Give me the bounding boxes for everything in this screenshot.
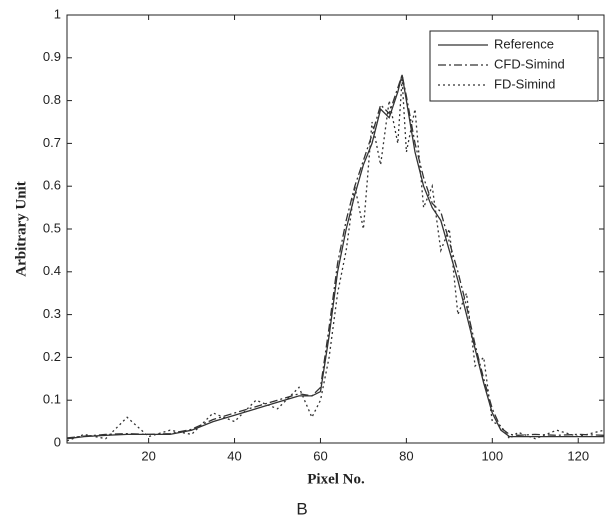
x-axis-label: Pixel No. bbox=[307, 471, 365, 487]
y-tick-label: 0.1 bbox=[43, 392, 61, 407]
legend-label: CFD-Simind bbox=[494, 56, 565, 71]
data-line bbox=[66, 79, 605, 442]
y-axis-label: Arbitrary Unit bbox=[13, 181, 29, 276]
x-tick-label: 20 bbox=[141, 448, 155, 463]
y-tick-label: 0.7 bbox=[43, 135, 61, 150]
x-tick-label: 60 bbox=[313, 448, 327, 463]
data-line bbox=[66, 72, 605, 439]
legend-label: Reference bbox=[494, 36, 554, 51]
y-tick-label: 1 bbox=[54, 6, 61, 21]
legend-label: FD-Simind bbox=[494, 76, 555, 91]
caption: B bbox=[296, 499, 307, 518]
y-tick-label: 0.2 bbox=[43, 349, 61, 364]
x-tick-label: 120 bbox=[567, 448, 589, 463]
x-tick-label: 100 bbox=[481, 448, 503, 463]
y-tick-label: 0.4 bbox=[43, 263, 61, 278]
y-tick-label: 0.6 bbox=[43, 178, 61, 193]
x-tick-label: 40 bbox=[227, 448, 241, 463]
y-tick-label: 0.5 bbox=[43, 220, 61, 235]
legend-box bbox=[429, 30, 599, 102]
y-tick-label: 0.8 bbox=[43, 92, 61, 107]
y-tick-label: 0.3 bbox=[43, 306, 61, 321]
y-tick-label: 0.9 bbox=[43, 49, 61, 64]
x-tick-label: 80 bbox=[399, 448, 413, 463]
y-tick-label: 0 bbox=[54, 434, 61, 449]
data-line bbox=[66, 74, 604, 440]
